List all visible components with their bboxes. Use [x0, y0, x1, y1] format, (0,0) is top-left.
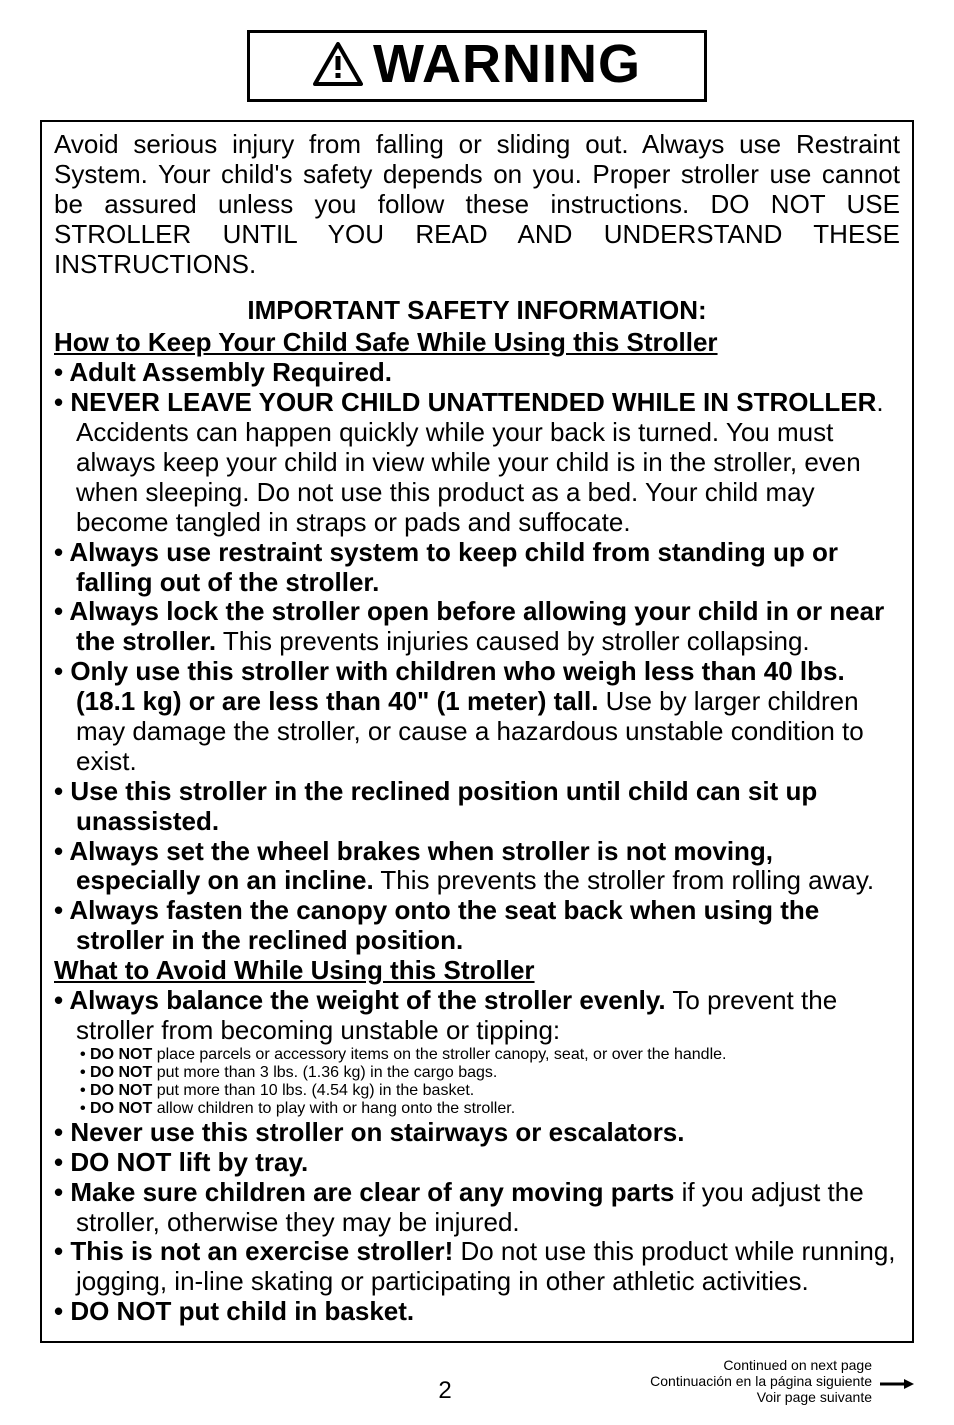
continued-en: Continued on next page [650, 1357, 872, 1373]
list-item: Always use restraint system to keep chil… [54, 538, 900, 598]
list-item-bold: Use this stroller in the reclined positi… [70, 776, 817, 836]
list-item: Always lock the stroller open before all… [54, 597, 900, 657]
subheading-keep-safe: How to Keep Your Child Safe While Using … [54, 328, 900, 358]
bullet-list-keep-safe: Adult Assembly Required.NEVER LEAVE YOUR… [54, 358, 900, 956]
content-box: Avoid serious injury from falling or sli… [40, 120, 914, 1343]
continued-note: Continued on next page Continuación en l… [650, 1357, 914, 1405]
list-item: Always fasten the canopy onto the seat b… [54, 896, 900, 956]
list-item: DO NOT put more than 3 lbs. (1.36 kg) in… [80, 1064, 900, 1082]
list-item-bold: This is not an exercise stroller! [70, 1236, 453, 1266]
list-item: NEVER LEAVE YOUR CHILD UNATTENDED WHILE … [54, 388, 900, 537]
list-item-rest: This prevents injuries caused by strolle… [216, 626, 809, 656]
warning-triangle-icon [313, 42, 363, 86]
list-item: DO NOT put child in basket. [54, 1297, 900, 1327]
list-item: Always balance the weight of the strolle… [54, 986, 900, 1046]
list-item-bold: Always use restraint system to keep chil… [69, 537, 838, 597]
list-item: DO NOT place parcels or accessory items … [80, 1046, 900, 1064]
list-item-bold: Always fasten the canopy onto the seat b… [69, 895, 819, 955]
warning-label: WARNING [373, 37, 641, 91]
list-item-bold: DO NOT [90, 1064, 152, 1081]
list-item: Only use this stroller with children who… [54, 657, 900, 777]
continued-fr: Voir page suivante [650, 1389, 872, 1405]
list-item-rest: put more than 3 lbs. (1.36 kg) in the ca… [152, 1064, 497, 1081]
intro-paragraph: Avoid serious injury from falling or sli… [54, 130, 900, 279]
list-item: This is not an exercise stroller! Do not… [54, 1237, 900, 1297]
list-item-bold: NEVER LEAVE YOUR CHILD UNATTENDED WHILE … [70, 387, 876, 417]
list-item: Never use this stroller on stairways or … [54, 1118, 900, 1148]
subheading-avoid: What to Avoid While Using this Stroller [54, 956, 900, 986]
list-item: DO NOT lift by tray. [54, 1148, 900, 1178]
bullet-sublist-donot: DO NOT place parcels or accessory items … [80, 1046, 900, 1118]
list-item-bold: Always balance the weight of the strolle… [69, 985, 665, 1015]
list-item-bold: Adult Assembly Required. [69, 357, 392, 387]
warning-header: WARNING [247, 30, 707, 102]
list-item-bold: DO NOT lift by tray. [70, 1147, 308, 1177]
list-item-bold: DO NOT [90, 1100, 152, 1117]
list-item-bold: DO NOT [90, 1046, 152, 1063]
continued-es: Continuación en la página siguiente [650, 1373, 872, 1389]
list-item: Use this stroller in the reclined positi… [54, 777, 900, 837]
list-item-bold: DO NOT [90, 1082, 152, 1099]
list-item-rest: put more than 10 lbs. (4.54 kg) in the b… [152, 1082, 474, 1099]
arrow-right-icon [880, 1376, 914, 1386]
list-item-rest: allow children to play with or hang onto… [152, 1100, 515, 1117]
page-number: 2 [240, 1377, 650, 1405]
list-item-bold: Never use this stroller on stairways or … [70, 1117, 684, 1147]
list-item: DO NOT allow children to play with or ha… [80, 1100, 900, 1118]
bullet-list-avoid: Always balance the weight of the strolle… [54, 986, 900, 1046]
list-item: Always set the wheel brakes when strolle… [54, 837, 900, 897]
list-item-rest: This prevents the stroller from rolling … [374, 865, 874, 895]
page-footer: 2 Continued on next page Continuación en… [40, 1357, 914, 1405]
list-item-bold: DO NOT put child in basket. [70, 1296, 414, 1326]
list-item: Adult Assembly Required. [54, 358, 900, 388]
list-item: Make sure children are clear of any movi… [54, 1178, 900, 1238]
list-item: DO NOT put more than 10 lbs. (4.54 kg) i… [80, 1082, 900, 1100]
bullet-list-avoid-cont: Never use this stroller on stairways or … [54, 1118, 900, 1327]
list-item-rest: place parcels or accessory items on the … [152, 1046, 726, 1063]
section-title: IMPORTANT SAFETY INFORMATION: [54, 295, 900, 326]
list-item-bold: Make sure children are clear of any movi… [70, 1177, 674, 1207]
